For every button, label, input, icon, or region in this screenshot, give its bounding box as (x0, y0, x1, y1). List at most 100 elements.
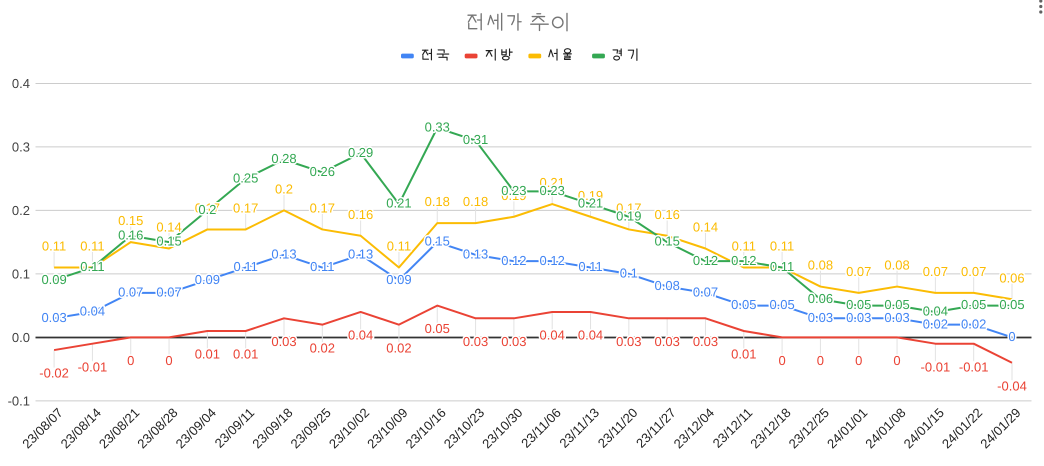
svg-text:0.03: 0.03 (41, 310, 66, 325)
svg-text:0.21: 0.21 (386, 196, 411, 211)
svg-text:0.03: 0.03 (884, 310, 909, 325)
svg-text:0.13: 0.13 (271, 246, 296, 261)
svg-text:0.15: 0.15 (118, 213, 143, 228)
svg-text:0.16: 0.16 (118, 227, 143, 242)
svg-text:0.04: 0.04 (80, 304, 105, 319)
svg-text:0.15: 0.15 (655, 234, 680, 249)
svg-text:0.16: 0.16 (655, 207, 680, 222)
svg-text:0.23: 0.23 (501, 183, 526, 198)
svg-text:0.29: 0.29 (348, 145, 373, 160)
svg-text:-0.1: -0.1 (8, 393, 30, 408)
svg-text:0.06: 0.06 (999, 270, 1024, 285)
svg-text:0.21: 0.21 (540, 175, 565, 190)
svg-text:0.19: 0.19 (578, 188, 603, 203)
svg-text:0.03: 0.03 (693, 334, 718, 349)
svg-text:0: 0 (893, 353, 900, 368)
svg-text:0.07: 0.07 (923, 264, 948, 279)
svg-text:0.11: 0.11 (310, 259, 334, 274)
svg-text:0.11: 0.11 (80, 259, 104, 274)
svg-text:0.16: 0.16 (348, 207, 373, 222)
svg-text:0.08: 0.08 (655, 278, 680, 293)
svg-text:0.03: 0.03 (616, 334, 641, 349)
svg-text:0.1: 0.1 (12, 266, 30, 281)
svg-text:0.03: 0.03 (846, 310, 871, 325)
svg-text:0.05: 0.05 (846, 297, 871, 312)
svg-text:0.11: 0.11 (234, 259, 258, 274)
svg-text:0.04: 0.04 (348, 328, 373, 343)
svg-text:0.2: 0.2 (12, 203, 30, 218)
svg-text:0.04: 0.04 (540, 328, 565, 343)
svg-text:0.01: 0.01 (731, 347, 756, 362)
svg-text:0.17: 0.17 (195, 201, 220, 216)
svg-text:0.07: 0.07 (693, 285, 718, 300)
svg-text:0: 0 (778, 353, 785, 368)
svg-text:0.06: 0.06 (808, 291, 833, 306)
svg-text:0.19: 0.19 (501, 188, 526, 203)
svg-text:0.26: 0.26 (310, 164, 335, 179)
svg-text:0: 0 (1008, 329, 1015, 344)
svg-text:-0.02: -0.02 (39, 366, 69, 381)
svg-text:0.18: 0.18 (463, 194, 488, 209)
svg-text:0.05: 0.05 (884, 297, 909, 312)
svg-text:0.11: 0.11 (770, 239, 794, 254)
svg-text:0.2: 0.2 (198, 202, 216, 217)
svg-text:0.08: 0.08 (884, 258, 909, 273)
svg-text:0.11: 0.11 (578, 259, 602, 274)
svg-text:-0.01: -0.01 (921, 359, 951, 374)
svg-text:0.17: 0.17 (233, 201, 258, 216)
svg-text:0.05: 0.05 (961, 297, 986, 312)
svg-text:0.07: 0.07 (846, 264, 871, 279)
svg-text:0: 0 (165, 353, 172, 368)
svg-text:0.07: 0.07 (118, 285, 143, 300)
svg-text:0.02: 0.02 (923, 316, 948, 331)
svg-text:0.07: 0.07 (156, 285, 181, 300)
svg-text:0.03: 0.03 (655, 334, 680, 349)
svg-text:0.05: 0.05 (731, 297, 756, 312)
svg-text:0.13: 0.13 (463, 246, 488, 261)
svg-text:0.09: 0.09 (41, 272, 66, 287)
svg-text:0.17: 0.17 (616, 201, 641, 216)
svg-text:0: 0 (817, 353, 824, 368)
svg-text:0.02: 0.02 (310, 340, 335, 355)
svg-text:0.01: 0.01 (195, 347, 220, 362)
svg-text:-0.01: -0.01 (78, 359, 108, 374)
svg-text:0.05: 0.05 (425, 321, 450, 336)
svg-text:-0.01: -0.01 (959, 359, 989, 374)
svg-text:0.33: 0.33 (425, 119, 450, 134)
svg-text:0.14: 0.14 (693, 220, 718, 235)
svg-text:0.3: 0.3 (12, 140, 30, 155)
svg-text:0.21: 0.21 (578, 196, 603, 211)
svg-text:0.1: 0.1 (620, 265, 638, 280)
svg-text:0.11: 0.11 (80, 239, 104, 254)
svg-text:0.28: 0.28 (271, 151, 296, 166)
svg-text:0.09: 0.09 (195, 272, 220, 287)
svg-text:0.09: 0.09 (386, 272, 411, 287)
svg-text:0.07: 0.07 (961, 264, 986, 279)
svg-text:0.12: 0.12 (731, 253, 756, 268)
svg-text:0.4: 0.4 (12, 76, 30, 91)
svg-text:0.03: 0.03 (271, 334, 296, 349)
svg-text:0.03: 0.03 (501, 334, 526, 349)
svg-text:0.03: 0.03 (463, 334, 488, 349)
svg-text:0.04: 0.04 (923, 304, 948, 319)
svg-text:0.11: 0.11 (387, 239, 411, 254)
svg-text:0.12: 0.12 (540, 253, 565, 268)
svg-text:0.31: 0.31 (463, 132, 488, 147)
svg-text:0.23: 0.23 (540, 183, 565, 198)
svg-text:0.17: 0.17 (310, 201, 335, 216)
svg-text:0.0: 0.0 (12, 330, 30, 345)
svg-text:0.02: 0.02 (386, 340, 411, 355)
svg-text:0.05: 0.05 (999, 297, 1024, 312)
svg-text:0: 0 (127, 353, 134, 368)
svg-text:0.01: 0.01 (233, 347, 258, 362)
svg-text:0.18: 0.18 (425, 194, 450, 209)
svg-text:0.11: 0.11 (770, 259, 794, 274)
svg-text:0.11: 0.11 (42, 239, 66, 254)
svg-text:0.03: 0.03 (808, 310, 833, 325)
svg-text:0.08: 0.08 (808, 258, 833, 273)
svg-text:0.15: 0.15 (425, 234, 450, 249)
svg-text:0.12: 0.12 (501, 253, 526, 268)
svg-text:0.19: 0.19 (616, 208, 641, 223)
svg-text:-0.04: -0.04 (997, 378, 1027, 393)
svg-text:0.05: 0.05 (769, 297, 794, 312)
